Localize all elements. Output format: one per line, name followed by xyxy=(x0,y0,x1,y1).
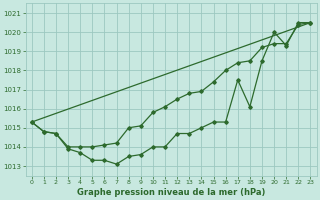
X-axis label: Graphe pression niveau de la mer (hPa): Graphe pression niveau de la mer (hPa) xyxy=(77,188,265,197)
